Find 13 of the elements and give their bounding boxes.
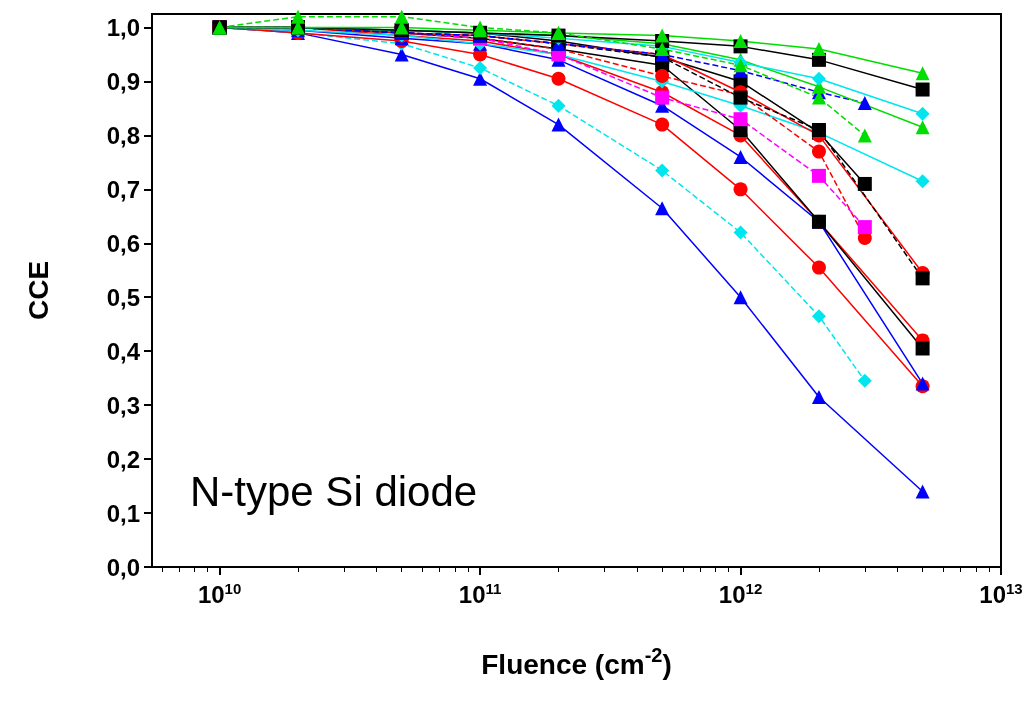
y-tick-label: 0,7: [106, 175, 140, 203]
y-tick-label: 0,6: [106, 229, 140, 257]
y-axis-title: CCE: [22, 260, 54, 321]
y-tick-label: 0,5: [106, 283, 140, 311]
y-tick-label: 0,4: [106, 337, 141, 365]
y-tick-label: 1,0: [106, 13, 140, 41]
y-tick-label: 0,8: [106, 121, 140, 149]
y-tick-label: 0,3: [106, 391, 140, 419]
annotation: N-type Si diode: [190, 467, 478, 515]
y-tick-label: 0,9: [106, 67, 140, 95]
y-tick-label: 0,2: [106, 445, 140, 473]
y-tick-label: 0,1: [106, 499, 140, 527]
y-tick-label: 0,0: [106, 553, 140, 581]
